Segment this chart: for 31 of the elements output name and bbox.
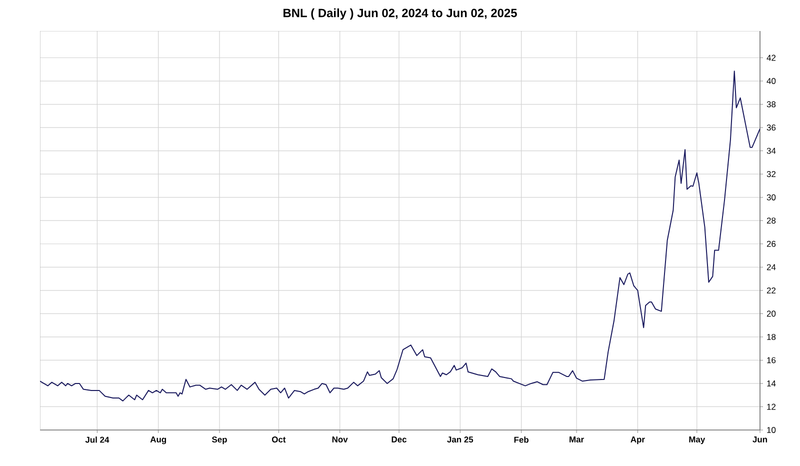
line-series bbox=[40, 70, 760, 402]
x-tick-label: Nov bbox=[332, 436, 348, 442]
y-tick-label: 26 bbox=[766, 240, 776, 247]
y-tick-label: 34 bbox=[766, 148, 776, 154]
x-tick-label: Jul 24 bbox=[85, 436, 110, 443]
x-tick-label: Sep bbox=[212, 436, 227, 444]
y-tick-label: 14 bbox=[767, 380, 776, 386]
y-tick-label: 38 bbox=[766, 101, 776, 108]
x-tick-label: Aug bbox=[150, 436, 166, 444]
chart-title: BNL ( Daily ) Jun 02, 2024 to Jun 02, 2025 bbox=[284, 8, 517, 20]
y-tick-label: 18 bbox=[767, 334, 776, 340]
x-tick-label: Mar bbox=[570, 436, 584, 442]
x-tick-label: Apr bbox=[630, 436, 645, 444]
x-tick-label: Feb bbox=[514, 436, 529, 443]
y-tick-label: 24 bbox=[766, 264, 776, 270]
y-tick-label: 16 bbox=[767, 357, 776, 364]
x-tick-label: Dec bbox=[392, 436, 407, 442]
y-tick-label: 28 bbox=[766, 218, 776, 224]
y-tick-label: 32 bbox=[766, 171, 776, 178]
y-tick-label: 12 bbox=[767, 404, 776, 410]
y-tick-label: 30 bbox=[766, 194, 776, 200]
x-tick-label: Jan 25 bbox=[447, 436, 474, 443]
y-tick-label: 36 bbox=[766, 124, 776, 131]
y-tick-label: 20 bbox=[766, 310, 776, 317]
x-tick-label: Jun bbox=[752, 436, 768, 442]
y-tick-label: 10 bbox=[767, 427, 776, 433]
y-tick-label: 22 bbox=[766, 287, 776, 294]
x-tick-label: Oct bbox=[272, 436, 286, 443]
x-tick-label: May bbox=[689, 436, 706, 444]
y-tick-label: 42 bbox=[766, 54, 776, 61]
y-tick-label: 40 bbox=[766, 78, 776, 84]
